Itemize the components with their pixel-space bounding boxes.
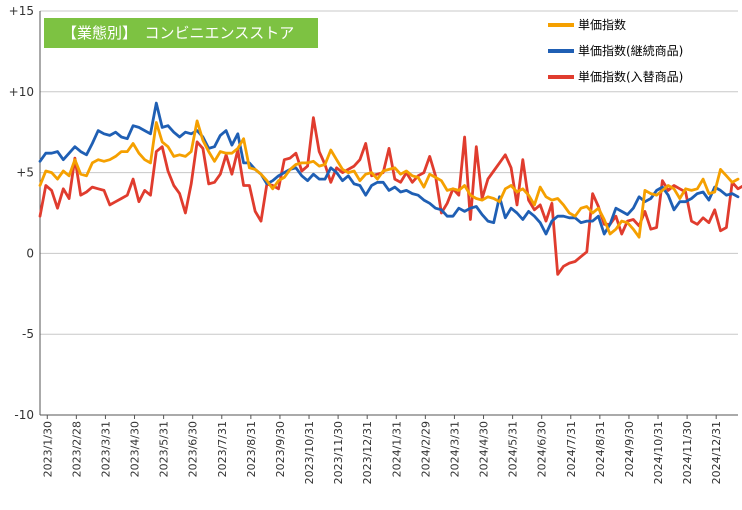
x-tick-label: 2023/2/28 bbox=[70, 421, 83, 477]
y-tick-label: -10 bbox=[14, 408, 34, 422]
legend-label: 単価指数 bbox=[578, 18, 627, 32]
series-line-2 bbox=[38, 116, 742, 276]
legend-swatch bbox=[548, 49, 574, 53]
x-tick-label: 2024/6/30 bbox=[536, 421, 549, 477]
legend: 単価指数 単価指数(継続商品) 単価指数(入替商品) bbox=[548, 14, 738, 92]
y-tick-label: +15 bbox=[9, 4, 34, 18]
x-tick-label: 2023/5/31 bbox=[158, 421, 171, 477]
series-lines bbox=[38, 101, 742, 276]
x-tick-label: 2024/2/29 bbox=[419, 421, 432, 477]
x-tick-label: 2023/8/31 bbox=[245, 421, 258, 477]
x-tick-label: 2023/11/30 bbox=[332, 421, 345, 484]
legend-item-unit-price-index: 単価指数 bbox=[548, 14, 738, 40]
x-tick-label: 2023/9/30 bbox=[274, 421, 287, 477]
x-tick-label: 2023/12/31 bbox=[361, 421, 374, 484]
legend-swatch bbox=[548, 23, 574, 27]
x-tick-label: 2023/3/31 bbox=[99, 421, 112, 477]
x-tick-label: 2023/4/30 bbox=[129, 421, 142, 477]
y-tick-label: -5 bbox=[22, 327, 34, 341]
x-tick-label: 2023/1/30 bbox=[41, 421, 54, 477]
series-line-0 bbox=[38, 119, 740, 239]
x-tick-label: 2024/8/31 bbox=[594, 421, 607, 477]
x-tick-labels: 2023/1/30 2023/2/28 2023/3/31 2023/4/30 2023… bbox=[41, 421, 723, 484]
x-tick-label: 2024/4/30 bbox=[478, 421, 491, 477]
legend-swatch bbox=[548, 75, 574, 79]
x-tick-label: 2024/5/31 bbox=[507, 421, 520, 477]
x-tick-label: 2024/12/31 bbox=[710, 421, 723, 484]
chart-title: 【業態別】 コンビニエンスストア bbox=[44, 18, 318, 48]
y-tick-label: +5 bbox=[16, 166, 34, 180]
series-line-1 bbox=[38, 101, 740, 236]
y-tick-labels: -10 -5 0 +5 +10 +15 bbox=[9, 4, 34, 422]
legend-label: 単価指数(入替商品) bbox=[578, 70, 684, 84]
x-tick-label: 2024/7/31 bbox=[565, 421, 578, 477]
x-tick-label: 2024/10/31 bbox=[652, 421, 665, 484]
x-tick-label: 2023/10/31 bbox=[303, 421, 316, 484]
x-tick-label: 2024/3/31 bbox=[448, 421, 461, 477]
y-tick-label: 0 bbox=[26, 246, 34, 260]
x-tick-label: 2024/1/31 bbox=[390, 421, 403, 477]
x-tick-label: 2023/6/30 bbox=[187, 421, 200, 477]
legend-label: 単価指数(継続商品) bbox=[578, 44, 684, 58]
x-tick-label: 2024/9/30 bbox=[623, 421, 636, 477]
legend-item-continuing-products: 単価指数(継続商品) bbox=[548, 40, 738, 66]
legend-item-replaced-products: 単価指数(入替商品) bbox=[548, 66, 738, 92]
x-tick-label: 2024/11/30 bbox=[681, 421, 694, 484]
x-tick-label: 2023/7/31 bbox=[216, 421, 229, 477]
y-tick-label: +10 bbox=[9, 85, 34, 99]
